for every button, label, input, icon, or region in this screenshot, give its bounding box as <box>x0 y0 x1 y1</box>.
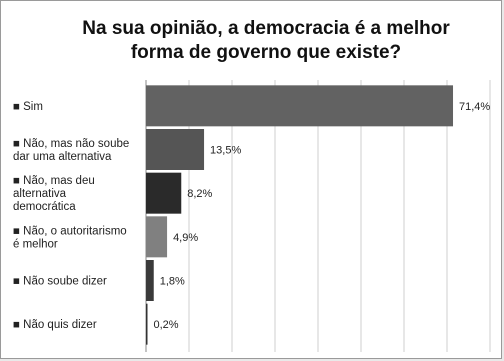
value-label: 1,8% <box>160 276 185 288</box>
chart-title: Na sua opinião, a democracia é a melhor … <box>82 18 450 63</box>
value-label: 13,5% <box>210 145 241 157</box>
bar <box>146 216 168 258</box>
value-label: 8,2% <box>187 188 212 200</box>
bar <box>146 85 454 127</box>
bar <box>146 172 182 214</box>
value-label: 4,9% <box>173 232 198 244</box>
bar <box>146 260 154 301</box>
value-label: 71,4% <box>459 101 490 113</box>
value-labels: 71,4% 13,5% 8,2% 4,9% 1,8% 0,2% <box>154 101 491 331</box>
bars <box>146 85 454 345</box>
category-label: ■ Sim <box>13 101 43 113</box>
bar <box>146 129 205 170</box>
value-label: 0,2% <box>154 319 179 331</box>
bar <box>146 303 148 345</box>
category-labels: ■ Sim ■ Não, mas não soube dar uma alterna… <box>13 101 129 331</box>
category-label: ■ Não, mas não soube dar uma alternativa <box>13 138 129 163</box>
category-label: ■ Não quis dizer <box>13 319 97 331</box>
category-label: ■ Não, mas deu alternativa democrática <box>13 175 95 213</box>
category-label: ■ Não soube dizer <box>13 276 107 288</box>
category-label: ■ Não, o autoritarismo é melhor <box>13 225 127 250</box>
